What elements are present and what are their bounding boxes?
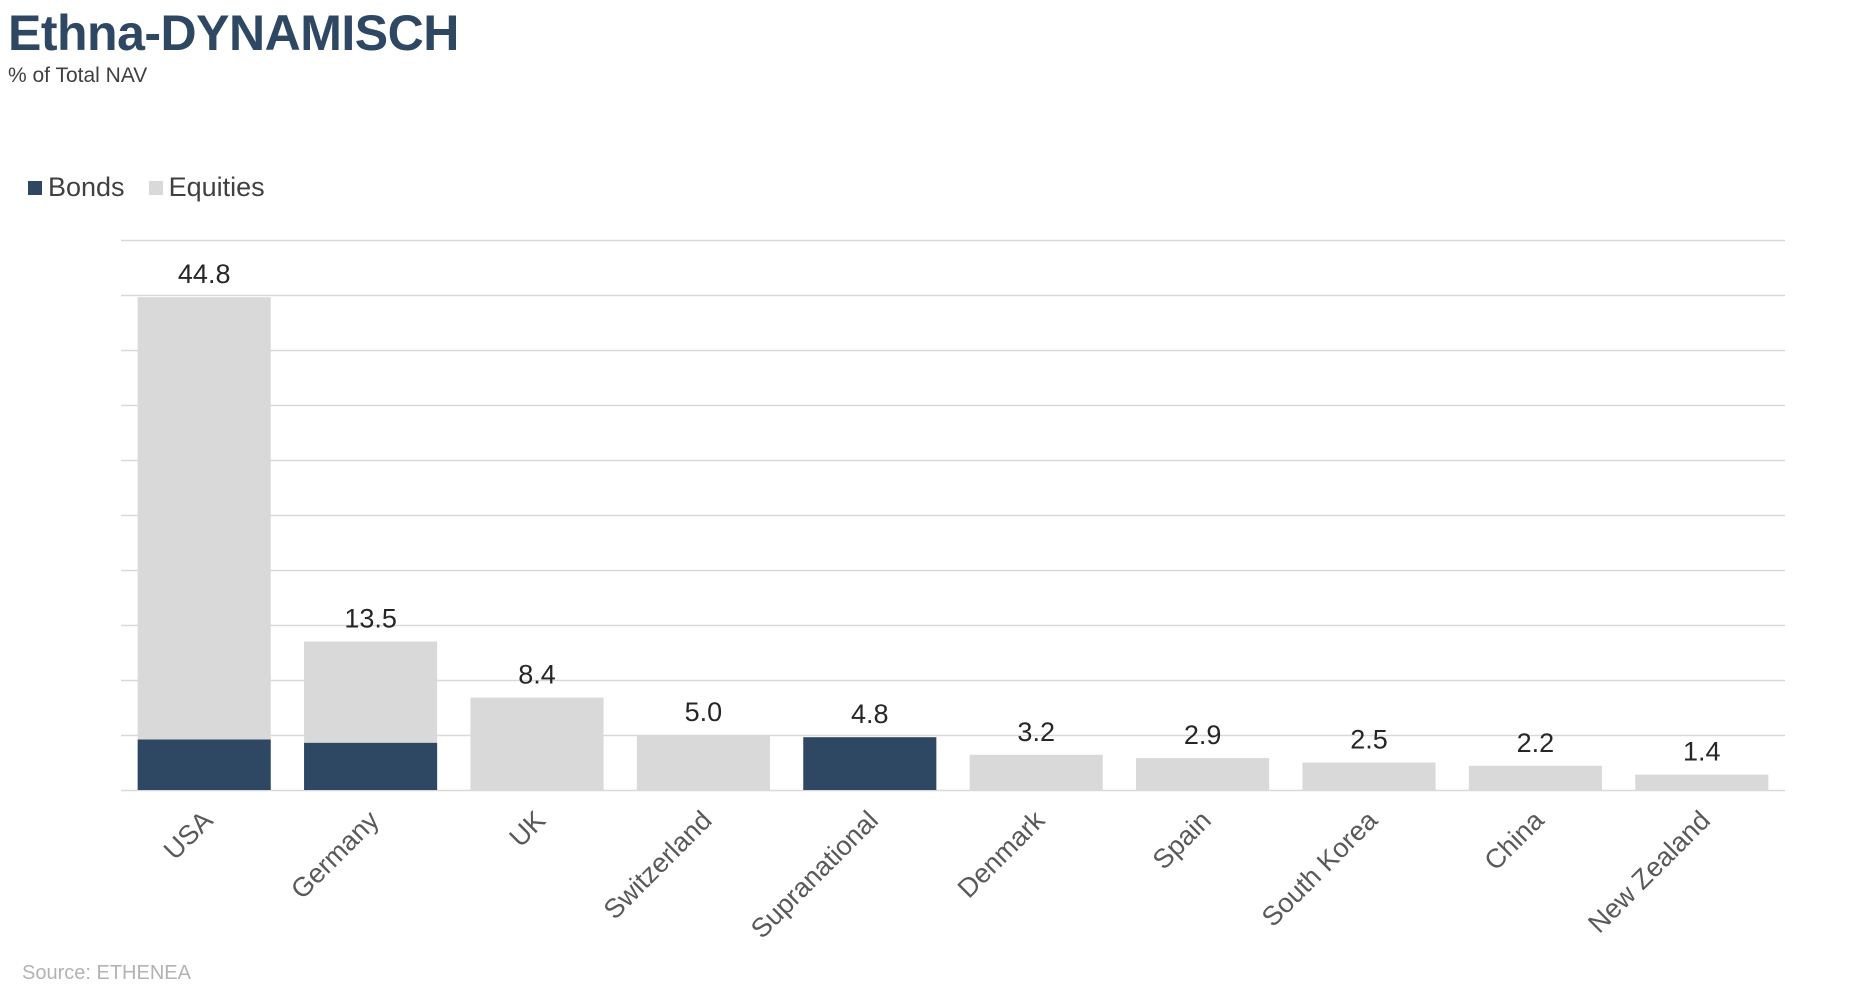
data-label-denmark: 3.2 <box>1017 717 1055 747</box>
legend-item-equities: Equities <box>148 172 265 203</box>
data-label-switzerland: 5.0 <box>685 697 723 727</box>
bars <box>137 297 1769 790</box>
bar-bonds-usa <box>137 739 271 790</box>
legend-swatch-bonds <box>28 180 42 195</box>
bar-equities-new-zealand <box>1635 774 1769 790</box>
legend-swatch-equities <box>148 180 163 195</box>
data-label-uk: 8.4 <box>518 660 556 690</box>
bar-equities-china <box>1468 765 1602 790</box>
data-label-new-zealand: 1.4 <box>1683 737 1721 767</box>
tick-label-new-zealand: New Zealand <box>1582 805 1716 939</box>
bar-equities-germany <box>304 641 438 743</box>
data-label-supranational: 4.8 <box>851 699 889 729</box>
category-tick-labels: USA Germany UK Switzerland Supranational Denm… <box>158 804 1716 944</box>
bar-equities-denmark <box>969 754 1103 790</box>
gridlines <box>121 239 1785 792</box>
data-label-spain: 2.9 <box>1184 720 1222 750</box>
tick-label-china: China <box>1479 804 1551 876</box>
bar-bonds-germany <box>304 742 438 790</box>
bar-equities-usa <box>137 297 271 740</box>
tick-label-uk: UK <box>504 805 552 853</box>
data-labels: 44.8 13.5 8.4 5.0 4.8 3.2 2.9 2.5 2.2 1.4 <box>178 259 1721 766</box>
bar-equities-spain <box>1136 758 1270 790</box>
tick-label-switzerland: Switzerland <box>598 805 718 925</box>
tick-label-germany: Germany <box>285 805 385 905</box>
legend-label-bonds: Bonds <box>48 172 125 202</box>
tick-label-usa: USA <box>158 805 218 865</box>
chart-legend: Bonds Equities <box>28 172 289 203</box>
tick-label-spain: Spain <box>1147 805 1217 875</box>
legend-item-bonds: Bonds <box>28 172 125 203</box>
tick-label-south-korea: South Korea <box>1256 804 1384 932</box>
bar-equities-uk <box>470 697 604 790</box>
data-label-china: 2.2 <box>1517 728 1555 758</box>
source-note: Source: ETHENEA <box>22 962 191 984</box>
data-label-south-korea: 2.5 <box>1350 725 1388 755</box>
data-label-usa: 44.8 <box>178 259 231 289</box>
bar-equities-south-korea <box>1302 762 1436 790</box>
bar-equities-switzerland <box>636 735 770 790</box>
bar-bonds-supranational <box>803 737 937 790</box>
chart-subtitle: % of Total NAV <box>8 64 148 87</box>
tick-label-supranational: Supranational <box>745 805 884 944</box>
chart-title: Ethna-DYNAMISCH <box>8 5 459 61</box>
tick-label-denmark: Denmark <box>952 805 1051 904</box>
data-label-germany: 13.5 <box>344 604 397 634</box>
legend-label-equities: Equities <box>168 172 265 202</box>
